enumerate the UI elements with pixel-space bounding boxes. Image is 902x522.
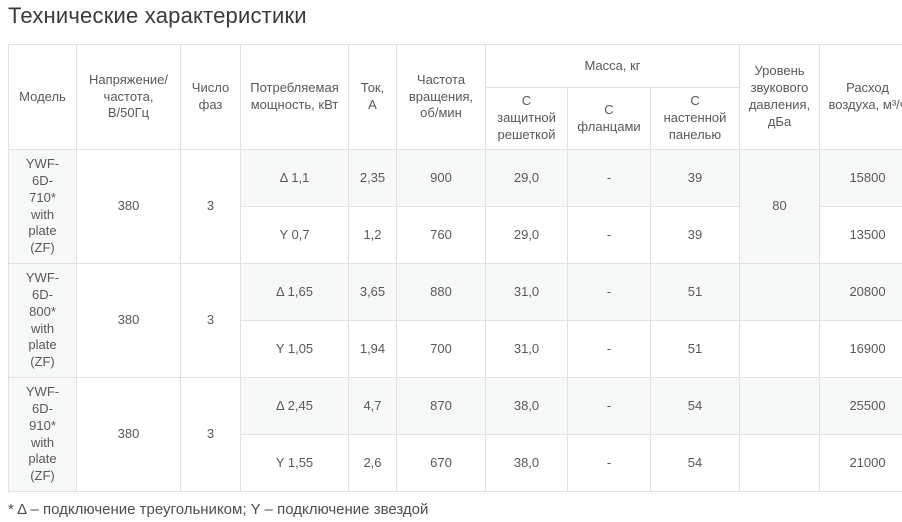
page-title: Технические характеристики — [8, 3, 307, 28]
table-row: YWF-6D-910* with plate (ZF) 380 3 Δ 2,45… — [8, 377, 902, 492]
mass-flanges-cell: - — [567, 206, 651, 264]
mass-grille-cell: 38,0 — [485, 434, 568, 492]
header-mass-grille: С защитной решеткой — [485, 87, 568, 150]
table-row: YWF-6D-800* with plate (ZF) 380 3 Δ 1,65… — [8, 263, 902, 378]
mass-panel-cell: 54 — [649, 377, 741, 435]
phases-cell: 3 — [180, 377, 241, 492]
mass-panel-cell: 51 — [649, 320, 741, 378]
header-speed: Частота вращения, об/мин — [396, 44, 486, 150]
mass-panel-cell: 51 — [649, 263, 741, 321]
airflow-cell: 16900 — [819, 320, 902, 378]
header-mass-group: Масса, кг — [484, 44, 741, 88]
mass-flanges-cell: - — [567, 320, 651, 378]
sound-cell: 80 — [739, 149, 821, 264]
current-cell: 4,7 — [348, 377, 397, 435]
current-cell: 1,94 — [348, 320, 397, 378]
mass-flanges-cell: - — [567, 377, 651, 435]
power-cell: Y 0,7 — [240, 206, 349, 264]
table-row: YWF-6D-710* with plate (ZF) 380 3 Δ 1,1 … — [8, 149, 902, 264]
spec-table-wrapper: Модель Напряжение/частота, В/50Гц Число … — [8, 44, 902, 492]
speed-cell: 670 — [396, 434, 486, 492]
mass-flanges-cell: - — [567, 263, 651, 321]
mass-flanges-cell: - — [567, 434, 651, 492]
current-cell: 1,2 — [348, 206, 397, 264]
voltage-cell: 380 — [76, 263, 181, 378]
spec-table: Модель Напряжение/частота, В/50Гц Число … — [8, 44, 902, 492]
airflow-cell: 20800 — [819, 263, 902, 321]
header-voltage: Напряжение/частота, В/50Гц — [76, 44, 181, 150]
power-cell: Y 1,55 — [240, 434, 349, 492]
current-cell: 2,6 — [348, 434, 397, 492]
phases-cell: 3 — [180, 263, 241, 378]
header-sound: Уровень звукового давления, дБа — [739, 44, 821, 150]
mass-grille-cell: 29,0 — [485, 206, 568, 264]
speed-cell: 760 — [396, 206, 486, 264]
power-cell: Δ 1,1 — [240, 149, 349, 207]
voltage-cell: 380 — [76, 149, 181, 264]
mass-grille-cell: 31,0 — [485, 320, 568, 378]
header-row-sub: С защитной решеткой С фланцами С настенн… — [9, 87, 902, 150]
header-power: Потребляемая мощность, кВт — [240, 44, 349, 150]
table-row: Y 1,55 2,6 670 38,0 - 54 21000 — [9, 434, 902, 492]
sound-cell — [739, 320, 821, 378]
table-row: Y 1,05 1,94 700 31,0 - 51 16900 — [9, 320, 902, 378]
speed-cell: 870 — [396, 377, 486, 435]
table-header: Модель Напряжение/частота, В/50Гц Число … — [8, 44, 902, 150]
header-current: Ток, А — [348, 44, 397, 150]
speed-cell: 900 — [396, 149, 486, 207]
header-mass-panel: С настенной панелью — [649, 87, 741, 150]
mass-grille-cell: 29,0 — [485, 149, 568, 207]
voltage-cell: 380 — [76, 377, 181, 492]
airflow-cell: 13500 — [819, 206, 902, 264]
table-row: Y 0,7 1,2 760 29,0 - 39 13500 — [9, 206, 902, 264]
table-body: YWF-6D-710* with plate (ZF) 380 3 Δ 1,1 … — [8, 149, 902, 492]
speed-cell: 700 — [396, 320, 486, 378]
model-cell: YWF-6D-710* with plate (ZF) — [8, 149, 77, 264]
power-cell: Y 1,05 — [240, 320, 349, 378]
header-model: Модель — [8, 44, 77, 150]
model-cell: YWF-6D-910* with plate (ZF) — [8, 377, 77, 492]
phases-cell: 3 — [180, 149, 241, 264]
power-cell: Δ 1,65 — [240, 263, 349, 321]
airflow-cell: 21000 — [819, 434, 902, 492]
mass-flanges-cell: - — [567, 149, 651, 207]
airflow-cell: 25500 — [819, 377, 902, 435]
power-cell: Δ 2,45 — [240, 377, 349, 435]
header-phases: Число фаз — [180, 44, 241, 150]
current-cell: 3,65 — [348, 263, 397, 321]
model-cell: YWF-6D-800* with plate (ZF) — [8, 263, 77, 378]
mass-panel-cell: 39 — [649, 206, 741, 264]
sound-cell — [739, 263, 821, 321]
mass-panel-cell: 39 — [649, 149, 741, 207]
header-mass-flanges: С фланцами — [567, 87, 651, 150]
speed-cell: 880 — [396, 263, 486, 321]
header-airflow: Расход воздуха, м³/ч — [819, 44, 902, 150]
header-row-top: Модель Напряжение/частота, В/50Гц Число … — [8, 44, 902, 150]
mass-grille-cell: 31,0 — [485, 263, 568, 321]
airflow-cell: 15800 — [819, 149, 902, 207]
mass-panel-cell: 54 — [649, 434, 741, 492]
mass-grille-cell: 38,0 — [485, 377, 568, 435]
footnote: * Δ – подключение треугольником; Y – под… — [8, 501, 429, 518]
sound-cell — [739, 377, 821, 435]
current-cell: 2,35 — [348, 149, 397, 207]
sound-cell — [739, 434, 821, 492]
